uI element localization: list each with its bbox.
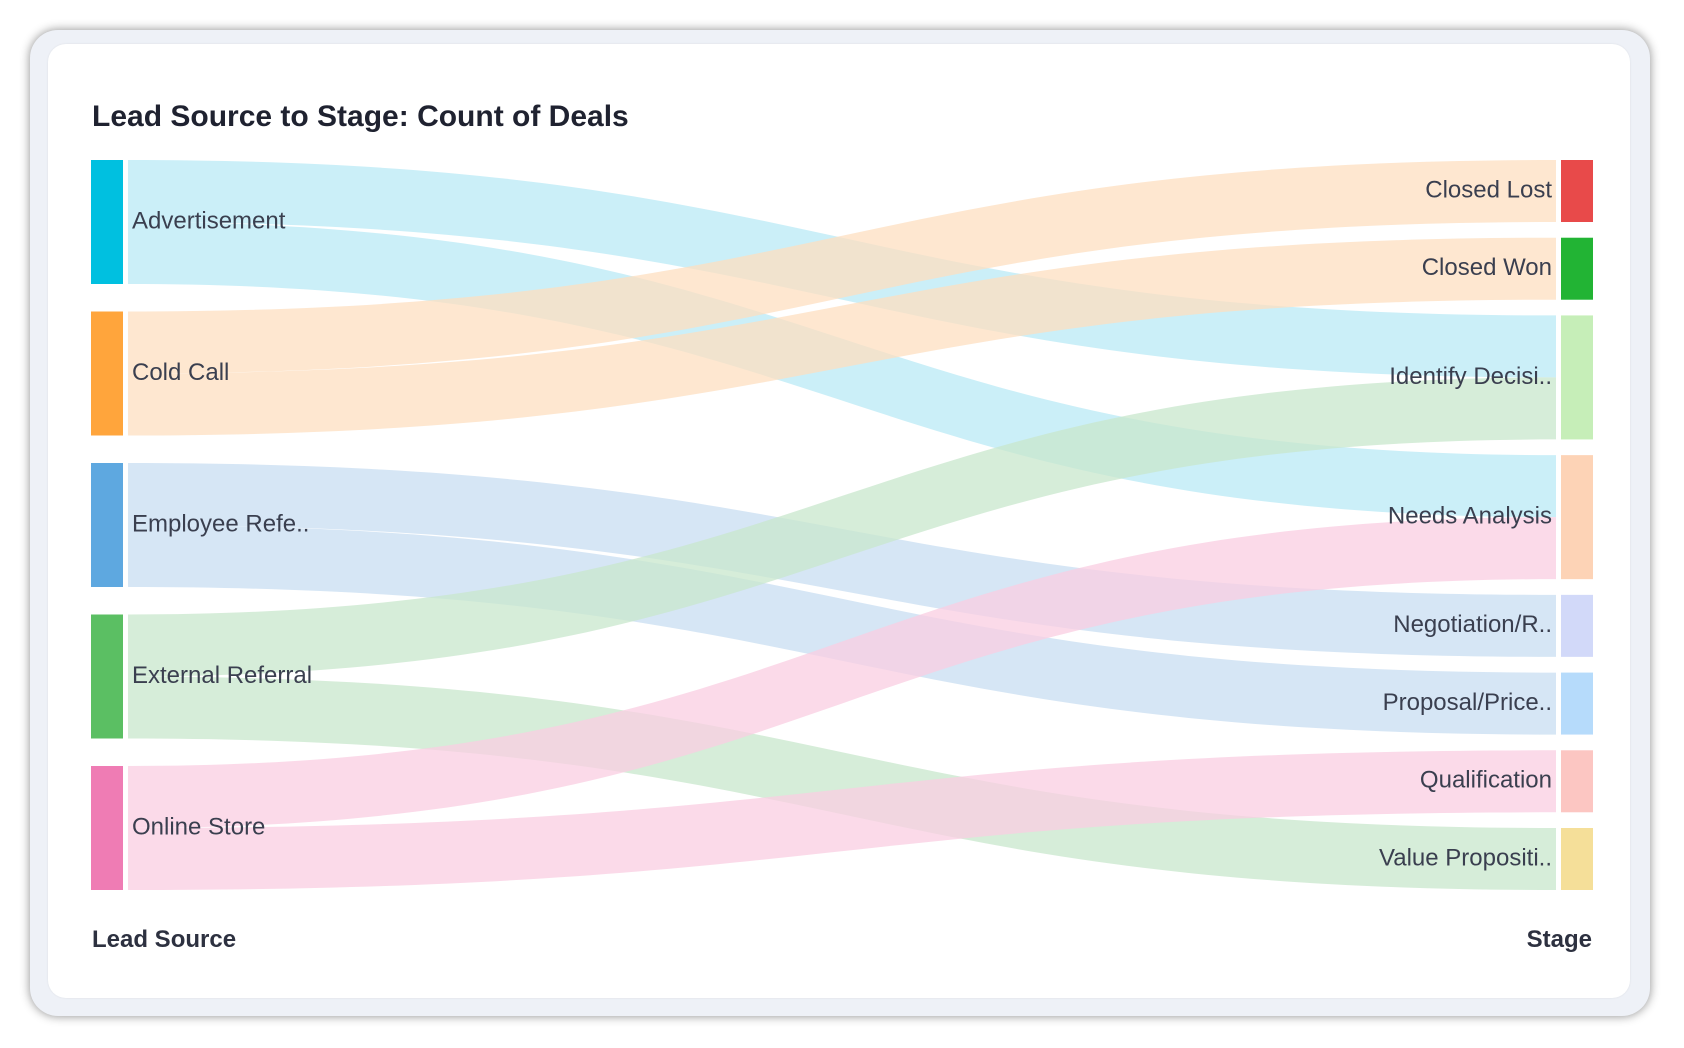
link-external_referral-to-identify_decision[interactable] [128,377,1556,677]
source-node-online_store[interactable] [91,766,123,890]
source-label-advertisement: Advertisement [132,207,286,234]
target-label-closed_won: Closed Won [1422,254,1552,281]
target-node-needs_analysis[interactable] [1561,455,1593,580]
source-node-employee_referral[interactable] [91,463,123,587]
link-employee_referral-to-proposal[interactable] [128,525,1556,735]
source-axis-label: Lead Source [92,926,237,953]
source-label-employee_referral: Employee Refe.. [132,510,309,537]
link-cold_call-to-closed_lost[interactable] [128,160,1556,374]
source-node-external_referral[interactable] [91,614,123,739]
source-node-advertisement[interactable] [91,160,123,284]
target-node-negotiation[interactable] [1561,594,1593,657]
target-label-negotiation: Negotiation/R.. [1393,611,1552,638]
target-axis-label: Stage [1526,926,1592,953]
source-label-online_store: Online Store [132,813,265,840]
nodes-layer [91,160,1593,890]
source-label-external_referral: External Referral [132,662,312,689]
labels-layer: Advertisement Cold Call Employee Refe.. Ext… [132,176,1552,871]
link-external_referral-to-value_proposition[interactable] [128,676,1556,891]
target-label-closed_lost: Closed Lost [1425,176,1552,203]
target-label-value_proposition: Value Propositi.. [1379,844,1552,871]
target-node-identify_decision[interactable] [1561,315,1593,440]
target-node-closed_won[interactable] [1561,237,1593,300]
target-label-identify_decision: Identify Decisi.. [1389,363,1552,390]
target-node-qualification[interactable] [1561,750,1593,813]
target-node-closed_lost[interactable] [1561,160,1593,222]
target-node-proposal[interactable] [1561,672,1593,735]
target-label-needs_analysis: Needs Analysis [1388,502,1552,529]
link-online_store-to-qualification[interactable] [128,750,1556,890]
source-label-cold_call: Cold Call [132,359,229,386]
target-label-proposal: Proposal/Price.. [1383,689,1552,716]
link-online_store-to-needs_analysis[interactable] [128,517,1556,828]
source-node-cold_call[interactable] [91,311,123,436]
link-employee_referral-to-negotiation[interactable] [128,463,1556,657]
links-layer [128,160,1556,890]
link-cold_call-to-closed_won[interactable] [128,237,1556,436]
target-node-value_proposition[interactable] [1561,828,1593,890]
chart-title: Lead Source to Stage: Count of Deals [92,100,629,133]
target-label-qualification: Qualification [1420,767,1552,794]
